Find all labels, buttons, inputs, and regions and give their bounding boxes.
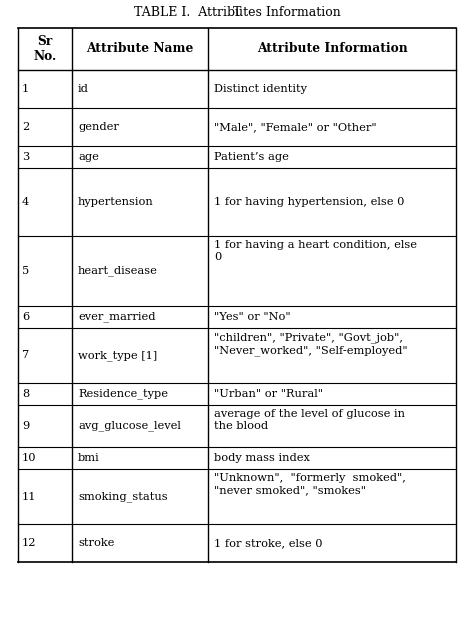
Text: work_type [1]: work_type [1]	[78, 350, 157, 361]
Text: Patient’s age: Patient’s age	[214, 152, 289, 162]
Text: Residence_type: Residence_type	[78, 389, 168, 399]
Text: stroke: stroke	[78, 538, 114, 548]
Text: hypertension: hypertension	[78, 197, 154, 207]
Text: age: age	[78, 152, 99, 162]
Text: 11: 11	[22, 491, 36, 502]
Text: average of the level of glucose in
the blood: average of the level of glucose in the b…	[214, 409, 405, 432]
Text: heart_disease: heart_disease	[78, 266, 158, 276]
Text: 8: 8	[22, 389, 29, 399]
Text: 3: 3	[22, 152, 29, 162]
Text: TABLE I.  Attributes Information: TABLE I. Attributes Information	[134, 6, 340, 19]
Text: T: T	[233, 6, 241, 19]
Text: "children", "Private", "Govt_job",
"Never_worked", "Self-employed": "children", "Private", "Govt_job", "Neve…	[214, 332, 408, 356]
Text: 1 for having a heart condition, else
0: 1 for having a heart condition, else 0	[214, 240, 417, 263]
Text: 1 for having hypertension, else 0: 1 for having hypertension, else 0	[214, 197, 404, 207]
Text: 7: 7	[22, 350, 29, 361]
Text: id: id	[78, 84, 89, 94]
Text: "Urban" or "Rural": "Urban" or "Rural"	[214, 389, 323, 399]
Text: ever_married: ever_married	[78, 312, 155, 322]
Text: bmi: bmi	[78, 453, 100, 463]
Text: 5: 5	[22, 266, 29, 276]
Text: 2: 2	[22, 122, 29, 132]
Text: gender: gender	[78, 122, 119, 132]
Text: Distinct identity: Distinct identity	[214, 84, 307, 94]
Text: 1: 1	[22, 84, 29, 94]
Text: smoking_status: smoking_status	[78, 491, 168, 502]
Text: 1 for stroke, else 0: 1 for stroke, else 0	[214, 538, 322, 548]
Text: Attribute Name: Attribute Name	[86, 42, 194, 55]
Text: avg_glucose_level: avg_glucose_level	[78, 420, 181, 432]
Text: "Yes" or "No": "Yes" or "No"	[214, 312, 291, 322]
Text: Attribute Information: Attribute Information	[256, 42, 407, 55]
Text: body mass index: body mass index	[214, 453, 310, 463]
Text: "Unknown",  "formerly  smoked",
"never smoked", "smokes": "Unknown", "formerly smoked", "never smo…	[214, 473, 406, 496]
Bar	[18, 28, 456, 70]
Text: 12: 12	[22, 538, 36, 548]
Text: 6: 6	[22, 312, 29, 322]
Text: 10: 10	[22, 453, 36, 463]
Text: Sr
No.: Sr No.	[33, 35, 56, 63]
Text: 4: 4	[22, 197, 29, 207]
Text: 9: 9	[22, 421, 29, 431]
Text: "Male", "Female" or "Other": "Male", "Female" or "Other"	[214, 122, 377, 132]
